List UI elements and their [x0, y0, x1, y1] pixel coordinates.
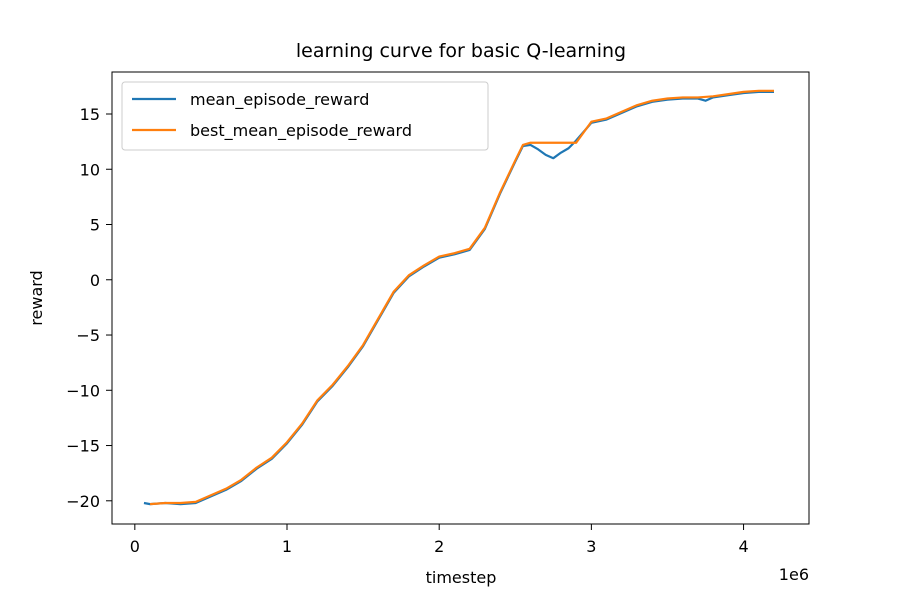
series-layer	[143, 89, 774, 506]
y-tick-label: −15	[66, 437, 100, 456]
y-tick-label: −5	[76, 326, 100, 345]
series-line-best-mean-episode-reward	[149, 89, 774, 506]
y-axis-ticks: −20 −15 −10 −5 0 5 10 15	[66, 105, 112, 511]
x-tick-label: 2	[434, 537, 444, 556]
x-axis-label: timestep	[426, 568, 497, 587]
x-tick-label: 4	[738, 537, 748, 556]
y-tick-label: 15	[80, 105, 100, 124]
legend-label-mean-episode-reward: mean_episode_reward	[190, 90, 369, 110]
x-axis-ticks: 0 1 2 3 4	[130, 524, 749, 556]
y-tick-label: 5	[90, 216, 100, 235]
y-axis-label: reward	[27, 270, 46, 325]
x-tick-label: 0	[130, 537, 140, 556]
legend-box	[121, 81, 489, 151]
y-tick-label: −10	[66, 381, 100, 400]
legend-label-best-mean-episode-reward: best_mean_episode_reward	[190, 121, 412, 141]
x-axis-offset-label: 1e6	[779, 565, 809, 584]
y-tick-label: −20	[66, 492, 100, 511]
y-tick-label: 0	[90, 271, 100, 290]
x-tick-label: 3	[586, 537, 596, 556]
y-tick-label: 10	[80, 160, 100, 179]
legend: mean_episode_reward best_mean_episode_re…	[121, 81, 489, 151]
x-tick-label: 1	[282, 537, 292, 556]
plot-frame	[111, 71, 810, 525]
chart-title: learning curve for basic Q-learning	[296, 40, 626, 62]
